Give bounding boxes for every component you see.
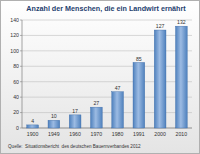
bar: [27, 125, 39, 128]
grid-line: [22, 128, 192, 129]
x-tick-label: 2010: [176, 131, 188, 137]
data-label: 10: [51, 113, 57, 119]
grid-line: [22, 97, 192, 98]
background: [1, 1, 200, 154]
y-tick-label: 100: [10, 48, 19, 54]
x-tick-label: 1960: [69, 131, 81, 137]
y-axis: [22, 20, 23, 128]
bar: [91, 107, 103, 128]
y-tick-label: 40: [13, 94, 19, 100]
y-tick-label: 80: [13, 63, 19, 69]
title: Anzahl der Menschen, die ein Landwirt er…: [26, 4, 186, 13]
y-tick-label: 60: [13, 79, 19, 85]
x-tick-label: 1980: [112, 131, 124, 137]
x-tick-label: 2000: [154, 131, 166, 137]
source: Quelle: Situationsbericht des deutschen …: [8, 144, 141, 149]
grid-line: [22, 81, 192, 82]
grid-line: [22, 50, 192, 51]
data-label: 132: [177, 19, 186, 25]
grid-line: [22, 112, 192, 113]
x-tick-label: 1900: [27, 131, 39, 137]
data-label: 17: [72, 108, 78, 114]
data-label: 27: [93, 100, 99, 106]
x-axis: [22, 128, 192, 129]
bar: [69, 115, 81, 128]
bar: [112, 92, 124, 128]
data-label: 4: [31, 118, 34, 124]
bar: [176, 26, 188, 128]
grid-line: [22, 35, 192, 36]
bar: [154, 30, 166, 128]
y-tick-label: 140: [10, 17, 19, 23]
bar: [48, 120, 60, 128]
data-label: 47: [115, 85, 121, 91]
data-label: 85: [136, 56, 142, 62]
x-tick-label: 1991: [133, 131, 145, 137]
grid-line: [22, 20, 192, 21]
y-tick-label: 120: [10, 32, 19, 38]
x-tick-label: 1949: [48, 131, 60, 137]
y-tick-label: 0: [16, 125, 19, 131]
grid-line: [22, 66, 192, 67]
y-tick-label: 20: [13, 109, 19, 115]
data-label: 127: [156, 23, 165, 29]
x-tick-label: 1970: [91, 131, 103, 137]
bar: [133, 62, 145, 128]
